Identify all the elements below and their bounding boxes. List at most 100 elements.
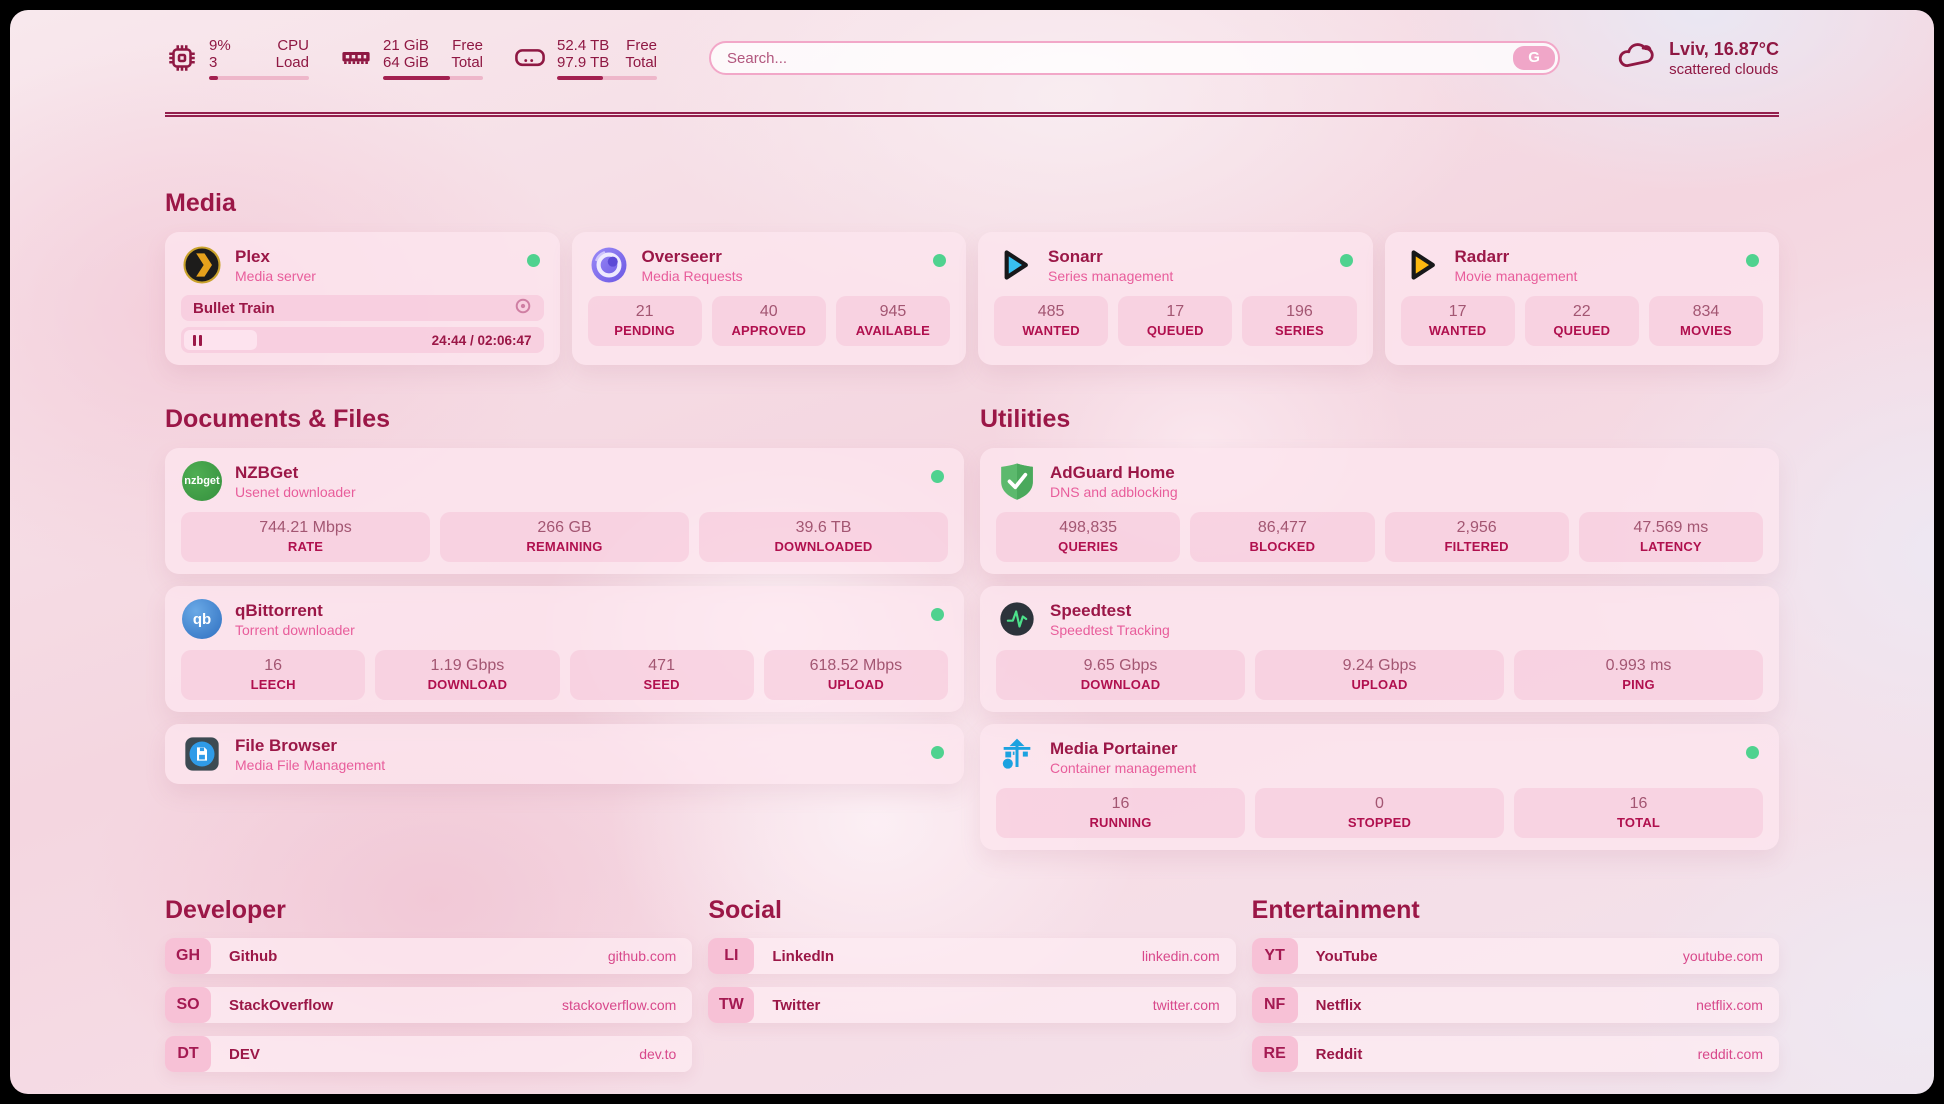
overseerr-card[interactable]: Overseerr Media Requests 21 PENDING 40 A…: [571, 232, 966, 365]
app-name: Overseerr: [641, 246, 722, 266]
plex-card[interactable]: Plex Media server Bullet Train: [165, 232, 560, 365]
stat-tile: 834 MOVIES: [1648, 296, 1764, 346]
speedtest-card[interactable]: Speedtest Speedtest Tracking 9.65 Gbps D…: [980, 586, 1779, 712]
bookmark-github[interactable]: GH Github github.com: [165, 938, 693, 974]
sonarr-card[interactable]: Sonarr Series management 485 WANTED 17 Q…: [978, 232, 1373, 365]
stat-label: RATE: [287, 539, 324, 554]
search-input[interactable]: [711, 49, 1559, 67]
app-subtitle: Series management: [1048, 267, 1174, 284]
ram-meter: 21 GiB Free 64 GiB Total: [339, 37, 483, 80]
nzbget-card[interactable]: nzbget NZBGet Usenet downloader 744.21 M…: [165, 448, 964, 574]
stat-label: WANTED: [1428, 323, 1487, 338]
search-engine-button[interactable]: G: [1513, 46, 1556, 70]
bookmark-dev[interactable]: DT DEV dev.to: [165, 1036, 693, 1072]
bookmark-abbr: YT: [1251, 938, 1298, 974]
ram-progress-fill: [383, 75, 450, 80]
stat-value: 17: [1448, 303, 1467, 320]
disk-progress-bar: [557, 75, 657, 80]
stat-value: 39.6 TB: [795, 519, 852, 536]
header-divider: [165, 112, 1779, 117]
stat-value: 22: [1572, 303, 1591, 320]
qbittorrent-icon: qb: [181, 598, 223, 640]
cpu-meter: 9% CPU 3 Load: [165, 37, 309, 80]
ram-label-bottom: Total: [451, 53, 483, 71]
app-subtitle: Container management: [1050, 759, 1197, 776]
app-name: Plex: [235, 246, 270, 266]
stat-value: 485: [1037, 303, 1065, 320]
stat-label: LEECH: [250, 677, 296, 692]
stat-value: 2,956: [1456, 519, 1497, 536]
stat-label: DOWNLOAD: [1080, 677, 1161, 692]
ram-icon: [339, 41, 373, 75]
bookmark-url: reddit.com: [1697, 1046, 1763, 1062]
search-bar: G: [709, 41, 1561, 75]
ram-label-top: Free: [452, 36, 483, 54]
cpu-chip-icon: [165, 41, 199, 75]
qbittorrent-card[interactable]: qb qBittorrent Torrent downloader 16 LEE…: [165, 586, 964, 712]
app-subtitle: DNS and adblocking: [1050, 483, 1178, 500]
developer-section: Developer GH Github github.com SO StackO…: [165, 896, 693, 1072]
stat-label: UPLOAD: [827, 677, 884, 692]
stat-label: SEED: [643, 677, 680, 692]
app-name: File Browser: [235, 735, 338, 755]
stat-label: DOWNLOADED: [774, 539, 873, 554]
portainer-icon: [996, 736, 1038, 778]
stat-label: PING: [1622, 677, 1655, 692]
app-name: NZBGet: [235, 462, 299, 482]
bookmark-twitter[interactable]: TW Twitter twitter.com: [708, 987, 1236, 1023]
disk-label-bottom: Total: [625, 53, 657, 71]
status-dot: [931, 608, 944, 621]
app-name: qBittorrent: [235, 600, 323, 620]
stat-value: 471: [648, 657, 675, 674]
adguard-card[interactable]: AdGuard Home DNS and adblocking 498,835 …: [980, 448, 1779, 574]
ram-free: 21 GiB: [383, 36, 429, 54]
stat-tile: 17 QUEUED: [1118, 296, 1233, 346]
stat-label: QUERIES: [1058, 539, 1119, 554]
stat-value: 16: [1629, 795, 1648, 812]
bookmark-name: Github: [229, 947, 278, 965]
bookmark-stackoverflow[interactable]: SO StackOverflow stackoverflow.com: [165, 987, 693, 1023]
stat-label: QUEUED: [1146, 323, 1204, 338]
playback-progress-bar[interactable]: 24:44 / 02:06:47: [181, 327, 544, 353]
stat-label: REMAINING: [526, 539, 603, 554]
section-title-utilities: Utilities: [980, 405, 1071, 433]
entertainment-section: Entertainment YT YouTube youtube.com NF …: [1251, 896, 1779, 1072]
bookmark-name: DEV: [229, 1045, 260, 1063]
bookmark-netflix[interactable]: NF Netflix netflix.com: [1251, 987, 1779, 1023]
plex-icon: [181, 244, 223, 286]
app-name: Speedtest: [1050, 600, 1132, 620]
stat-tile: 485 WANTED: [994, 296, 1109, 346]
stat-value: 266 GB: [537, 519, 592, 536]
stat-label: APPROVED: [731, 323, 807, 338]
bookmark-url: youtube.com: [1682, 948, 1763, 964]
stat-label: WANTED: [1022, 323, 1080, 338]
adguard-icon: [996, 460, 1038, 502]
stat-label: PENDING: [614, 323, 675, 338]
app-subtitle: Media Requests: [641, 267, 743, 284]
weather-condition: scattered clouds: [1669, 60, 1779, 78]
bookmark-reddit[interactable]: RE Reddit reddit.com: [1251, 1036, 1779, 1072]
stat-tile: 1.19 Gbps DOWNLOAD: [375, 650, 560, 700]
bookmark-url: github.com: [607, 948, 677, 964]
app-subtitle: Movie management: [1454, 267, 1578, 284]
stat-value: 9.65 Gbps: [1083, 657, 1158, 674]
stat-tile: 17 WANTED: [1400, 296, 1515, 346]
bookmark-abbr: SO: [165, 987, 211, 1023]
filebrowser-card[interactable]: File Browser Media File Management: [165, 724, 964, 784]
cpu-percent: 9%: [209, 36, 231, 54]
stat-tile: 16 TOTAL: [1514, 788, 1763, 838]
portainer-card[interactable]: Media Portainer Container management 16 …: [980, 724, 1779, 850]
weather-location: Lviv, 16.87°C: [1669, 38, 1779, 59]
bookmark-linkedin[interactable]: LI LinkedIn linkedin.com: [708, 938, 1236, 974]
pause-icon[interactable]: [193, 334, 202, 346]
radarr-card[interactable]: Radarr Movie management 17 WANTED 22 QUE…: [1384, 232, 1779, 365]
bookmark-url: netflix.com: [1696, 997, 1763, 1013]
cast-target-icon[interactable]: [514, 297, 532, 319]
app-name: Radarr: [1454, 246, 1510, 266]
stat-value: 744.21 Mbps: [259, 519, 352, 536]
bookmark-youtube[interactable]: YT YouTube youtube.com: [1251, 938, 1779, 974]
section-title-media: Media: [165, 189, 236, 217]
stat-label: SERIES: [1274, 323, 1324, 338]
disk-progress-fill: [557, 75, 603, 80]
stat-value: 16: [264, 657, 283, 674]
